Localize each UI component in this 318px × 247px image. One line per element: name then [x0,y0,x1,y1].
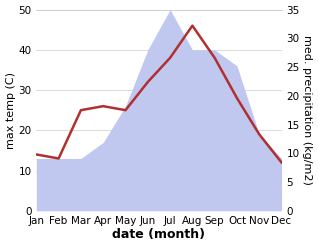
X-axis label: date (month): date (month) [113,228,205,242]
Y-axis label: med. precipitation (kg/m2): med. precipitation (kg/m2) [302,35,313,185]
Y-axis label: max temp (C): max temp (C) [5,72,16,149]
